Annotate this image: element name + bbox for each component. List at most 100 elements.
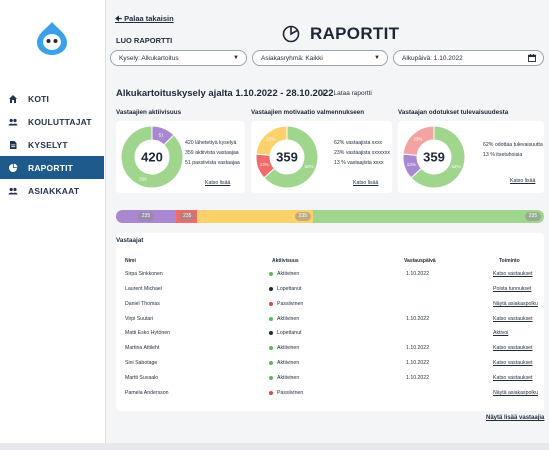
legend-item: 420 lähetettyä kyselyä	[185, 140, 237, 146]
download-icon: ⤓	[322, 88, 326, 97]
sidebar-item-asiakkaat[interactable]: ASIAKKAAT	[0, 179, 104, 202]
donut-slice-label: 359	[139, 177, 147, 182]
chevron-down-icon: ▼	[233, 55, 239, 61]
respondent-name: Sini Sabotage	[125, 360, 158, 366]
sidebar-item-raportit[interactable]: RAPORTIT	[0, 156, 104, 179]
back-link[interactable]: 🠈 Palaa takaisin	[115, 13, 174, 26]
respondent-name: Laurent Michael	[125, 286, 162, 292]
calendar-icon	[528, 54, 536, 62]
table-row: Virpi Suutari Aktiivinen 1.10.2022 Katso va…	[116, 313, 544, 326]
respondent-name: Sirpa Sinkkonen	[125, 271, 163, 277]
status-dot	[269, 375, 273, 380]
legend-item: 13 % vastaajista xxxx	[334, 160, 384, 166]
donut-center-value: 359	[423, 150, 445, 165]
row-action-link[interactable]: Katso vastaukset	[493, 375, 533, 381]
row-action-link[interactable]: Aktivoi	[493, 330, 509, 336]
sidebar-item-label: ASIAKKAAT	[28, 185, 80, 196]
group-select[interactable]: Asiakasryhmä: Kaikki ▼	[252, 50, 388, 66]
respondents-table-card	[116, 233, 544, 411]
column-header-date: Vastauspäivä	[404, 258, 436, 264]
activity-legend: 420 lähetettyä kyselyä 359 aktiivista va…	[185, 138, 240, 168]
activity-status-label: Aktiivinen	[277, 345, 300, 351]
document-icon	[10, 140, 17, 149]
bar-segment: 235	[116, 210, 176, 223]
page-title: RAPORTIT	[282, 24, 399, 44]
section-label: LUO RAPORTTI	[116, 36, 173, 45]
donut-slice-label: 13%	[407, 162, 416, 167]
sidebar-item-label: KYSELYT	[28, 139, 68, 150]
table-row: Martti Suvaalo Aktiivinen 1.10.2022 Katso v…	[116, 372, 544, 385]
row-action-link[interactable]: Poista tunnukset	[493, 286, 532, 292]
sidebar-item-label: RAPORTIT	[28, 162, 74, 173]
arrow-left-icon: 🠈	[115, 14, 125, 23]
home-icon	[9, 94, 17, 103]
activity-card: 51 359 420 420 lähetettyä kyselyä 359 akti…	[116, 121, 245, 193]
status-dot	[269, 301, 273, 306]
activity-status: Aktiivinen	[269, 360, 299, 366]
row-action-link[interactable]: Katso vastaukset	[493, 271, 533, 277]
activity-status-label: Lopettanut	[277, 330, 302, 336]
row-action-link[interactable]: Katso vastaukset	[493, 360, 533, 366]
row-action-link[interactable]: Katso vastaukset	[493, 345, 533, 351]
status-dot	[269, 330, 273, 335]
respondent-name: Pamela Andersson	[125, 390, 169, 396]
distribution-bar: 235 235 235 235	[116, 210, 544, 223]
table-row: Laurent Michael Lopettanut Poista tunnukse…	[116, 283, 544, 296]
legend-item: 23% vastaajista xxxxxxx	[334, 150, 390, 156]
date-input-value: Alkupäivä: 1.10.2022	[402, 54, 463, 62]
table-row: Matti Esko Hytönen Lopettanut Aktivoi	[116, 327, 544, 340]
see-more-link[interactable]: Katso lisää	[510, 178, 536, 184]
sidebar-item-label: KOULUTTAJAT	[28, 116, 92, 127]
activity-status: Lopettanut	[269, 330, 302, 336]
legend-item: 62% vastaajista xxxx	[334, 140, 383, 146]
bar-segment: 235	[175, 210, 198, 223]
row-action-link[interactable]: Katso vastaukset	[493, 316, 533, 322]
expectations-legend: 62% odottaa tulevaisuutta 13 % itsetuhoi…	[483, 140, 543, 160]
response-date: 1.10.2022	[406, 345, 430, 351]
column-header-activity: Aktiivisuus	[272, 258, 299, 264]
date-input[interactable]: Alkupäivä: 1.10.2022	[393, 50, 544, 66]
legend-item: 13 % itsetuhoisia	[483, 152, 523, 158]
status-dot	[269, 271, 273, 276]
download-report-button[interactable]: ⤓ Lataa raportti	[322, 88, 372, 98]
respondent-name: Virpi Suutari	[125, 316, 154, 322]
activity-status-label: Aktiivinen	[277, 375, 300, 381]
bar-segment: 235	[197, 210, 313, 223]
donut-slice	[263, 125, 319, 189]
see-more-link[interactable]: Katso lisää	[205, 180, 231, 186]
activity-status-label: Aktiivinen	[277, 316, 300, 322]
donut-slice	[410, 125, 466, 189]
page-title-text: RAPORTIT	[310, 24, 400, 43]
motivation-card: 62% 13% 23% 359 62% vastaajista xxxx 23% va…	[251, 121, 392, 193]
table-row: Sirpa Sinkkonen Aktiivinen 1.10.2022 Katso …	[116, 268, 544, 281]
sidebar-item-kouluttajat[interactable]: KOULUTTAJAT	[0, 110, 104, 133]
sidebar-item-koti[interactable]: KOTI	[0, 87, 104, 110]
donut-slice-label: 13%	[260, 162, 269, 167]
legend-item: 62% odottaa tulevaisuutta	[483, 142, 543, 148]
activity-status: Aktiivinen	[269, 345, 299, 351]
see-more-link[interactable]: Katso lisää	[353, 180, 379, 186]
response-date: 1.10.2022	[406, 375, 430, 381]
donut-slice-label: 51	[159, 132, 165, 137]
status-dot	[269, 390, 273, 395]
row-action-link[interactable]: Näytä asiakaspolku	[493, 390, 538, 396]
respondent-name: Martina Attileht	[125, 345, 160, 351]
sidebar-item-kyselyt[interactable]: KYSELYT	[0, 133, 104, 156]
app-logo	[37, 22, 67, 55]
donut-slice-label: 23%	[413, 137, 422, 142]
donut-center-value: 420	[141, 150, 163, 165]
group-select-value: Asiakasryhmä: Kaikki	[261, 54, 323, 62]
respondent-name: Matti Esko Hytönen	[125, 330, 170, 336]
survey-select[interactable]: Kysely: Alkukartoitus ▼	[110, 50, 247, 66]
chevron-down-icon: ▼	[374, 55, 380, 61]
status-dot	[269, 286, 273, 291]
row-action-link[interactable]: Näytä asiakaspolku	[493, 301, 538, 307]
bar-segment-label: 235	[137, 212, 154, 221]
table-row: Martina Attileht Aktiivinen 1.10.2022 Katso…	[116, 342, 544, 355]
sidebar-item-label: KOTI	[28, 93, 50, 104]
people-icon	[8, 187, 18, 194]
show-more-respondents-link[interactable]: Näytä lisää vastaajia	[486, 415, 545, 421]
bar-segment-label: 235	[179, 212, 196, 221]
column-header-action: Toiminto	[499, 258, 520, 264]
respondents-title: Vastaajat	[116, 237, 144, 244]
